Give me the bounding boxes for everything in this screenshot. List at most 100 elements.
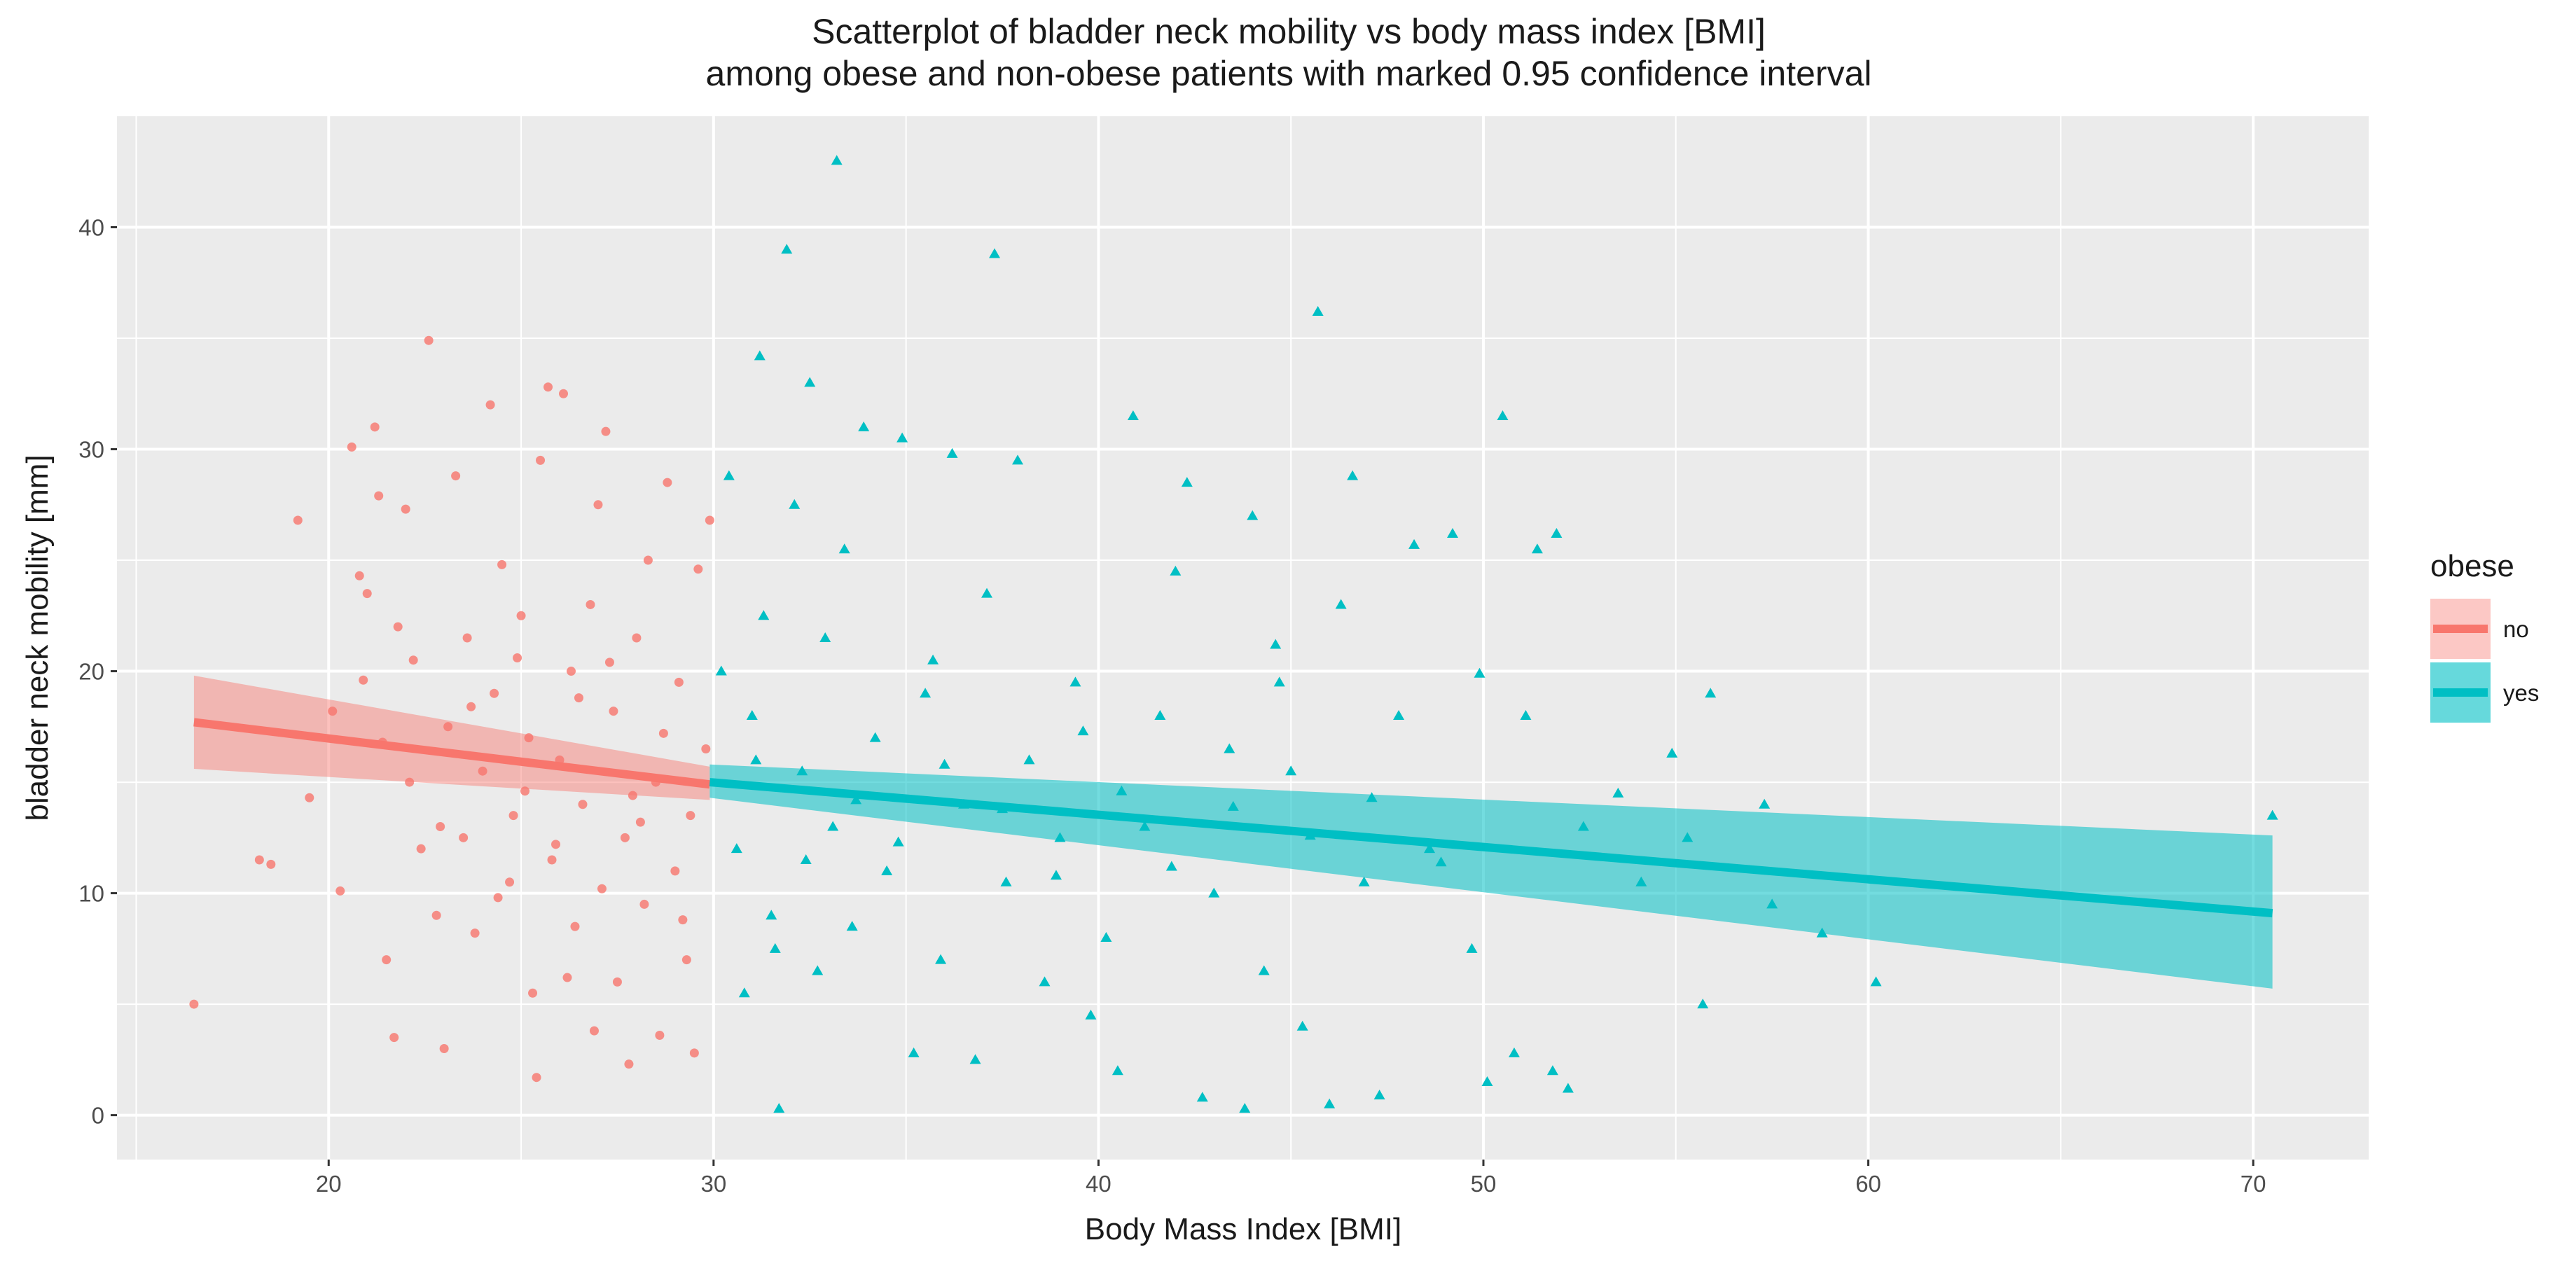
point-no	[597, 884, 607, 893]
point-no	[601, 426, 611, 436]
point-yes	[1474, 667, 1486, 678]
point-no	[559, 389, 569, 398]
point-yes	[939, 758, 950, 769]
point-yes	[1520, 709, 1532, 720]
point-no	[393, 622, 403, 632]
point-yes	[1466, 942, 1478, 953]
x-tick-label: 30	[700, 1171, 726, 1197]
point-no	[189, 999, 199, 1009]
point-no	[528, 988, 538, 998]
point-no	[462, 633, 472, 643]
point-yes	[1050, 870, 1062, 880]
x-tick-label: 40	[1086, 1171, 1112, 1197]
point-yes	[781, 244, 793, 254]
point-yes	[920, 688, 932, 698]
point-yes	[1227, 800, 1239, 811]
point-yes	[1208, 887, 1220, 898]
point-yes	[850, 794, 862, 805]
legend-key-yes: yes	[2430, 662, 2539, 723]
point-yes	[1312, 305, 1324, 316]
ci-ribbon-yes	[709, 764, 2273, 989]
point-yes	[1424, 843, 1436, 854]
point-yes	[1000, 876, 1012, 886]
point-no	[536, 455, 546, 465]
point-yes	[1077, 725, 1089, 736]
point-no	[328, 707, 338, 716]
y-axis-title: bladder neck mobility [mm]	[20, 454, 55, 821]
point-no	[443, 722, 453, 732]
point-yes	[1531, 543, 1543, 554]
point-yes	[1816, 927, 1828, 938]
point-no	[254, 855, 264, 865]
point-no	[520, 786, 530, 796]
point-no	[543, 382, 553, 392]
point-yes	[1285, 765, 1297, 776]
point-no	[485, 400, 495, 410]
point-no	[266, 859, 276, 869]
legend-label-no: no	[2503, 616, 2529, 642]
point-no	[470, 928, 480, 938]
point-yes	[1054, 832, 1066, 842]
point-no	[508, 811, 518, 821]
point-yes	[1870, 976, 1882, 987]
chart-title-line-1: Scatterplot of bladder neck mobility vs …	[812, 12, 1766, 51]
y-tick-label: 10	[78, 881, 104, 907]
point-yes	[1165, 861, 1177, 871]
point-no	[562, 973, 572, 982]
point-yes	[969, 1054, 981, 1064]
point-no	[693, 564, 703, 574]
point-yes	[754, 350, 766, 361]
point-no	[620, 833, 630, 842]
point-yes	[1635, 876, 1647, 886]
point-no	[628, 791, 637, 800]
point-yes	[935, 954, 947, 964]
point-yes	[1273, 676, 1285, 687]
plot-panel	[117, 116, 2369, 1160]
point-yes	[1358, 876, 1370, 886]
point-no	[686, 811, 695, 821]
point-no	[624, 1059, 634, 1069]
point-no	[490, 688, 499, 698]
point-yes	[730, 843, 742, 854]
point-yes	[1335, 599, 1347, 609]
point-no	[305, 793, 314, 802]
point-no	[493, 893, 503, 903]
point-yes	[892, 836, 904, 847]
point-yes	[1012, 454, 1023, 465]
point-no	[451, 471, 461, 481]
point-yes	[869, 732, 881, 742]
point-yes	[819, 632, 831, 642]
point-yes	[746, 709, 758, 720]
x-axis-title: Body Mass Index [BMI]	[1085, 1212, 1401, 1246]
point-yes	[773, 1103, 785, 1113]
point-yes	[1508, 1047, 1520, 1057]
point-no	[362, 589, 372, 599]
chart-title-line-2: among obese and non-obese patients with …	[706, 54, 1872, 93]
x-axis-ticks: 20 30 40 50 60 70	[316, 1160, 2266, 1197]
point-yes	[927, 654, 939, 665]
point-yes	[1705, 688, 1717, 698]
point-yes	[723, 470, 735, 480]
point-no	[586, 599, 595, 609]
point-no	[639, 899, 649, 909]
point-no	[678, 915, 688, 925]
point-yes	[769, 942, 781, 953]
point-yes	[838, 543, 850, 554]
point-yes	[1181, 477, 1193, 487]
point-yes	[1296, 1020, 1308, 1031]
point-yes	[846, 921, 858, 931]
point-no	[655, 1030, 665, 1040]
data-points	[189, 155, 2278, 1113]
point-yes	[758, 610, 770, 620]
point-yes	[1612, 787, 1624, 798]
point-no	[431, 910, 441, 920]
point-yes	[1373, 1090, 1385, 1100]
point-no	[478, 766, 487, 776]
point-yes	[908, 1047, 920, 1057]
point-no	[370, 422, 380, 432]
point-yes	[1666, 747, 1678, 758]
point-no	[663, 478, 672, 487]
point-yes	[1497, 410, 1509, 420]
x-tick-label: 20	[316, 1171, 342, 1197]
